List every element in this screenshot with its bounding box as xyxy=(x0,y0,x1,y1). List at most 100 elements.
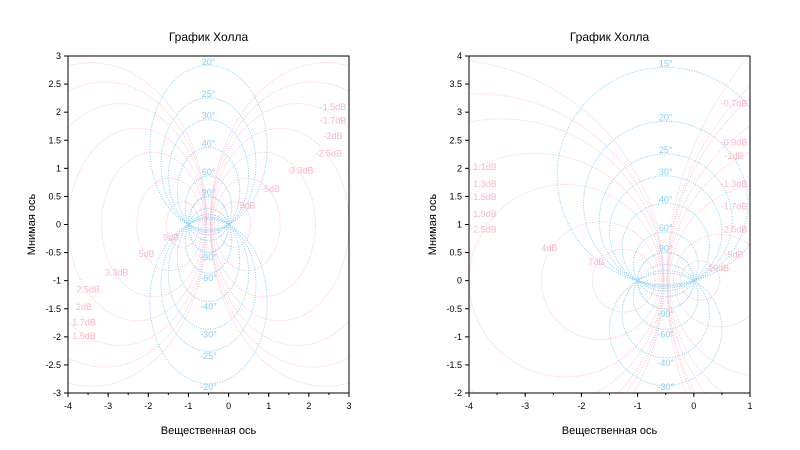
magnitude-label: -1.3dB xyxy=(721,179,748,189)
magnitude-label: 5dB xyxy=(139,249,155,259)
y-tick-label: 3.5 xyxy=(449,79,462,89)
magnitude-label: 2.5dB xyxy=(473,225,497,235)
y-tick-label: -2 xyxy=(53,332,61,342)
magnitude-label: 2.5dB xyxy=(76,285,100,295)
y-tick-label: 4 xyxy=(457,51,462,61)
phase-circle xyxy=(637,252,695,310)
x-tick-label: 1 xyxy=(266,401,271,411)
magnitude-label: -1.7dB xyxy=(721,201,748,211)
phase-circle xyxy=(609,175,723,289)
magnitude-circle xyxy=(67,103,207,346)
x-tick-label: -4 xyxy=(465,401,473,411)
x-axis-label: Вещественная ось xyxy=(562,425,658,437)
magnitude-label: -1.5dB xyxy=(320,102,347,112)
magnitude-circle xyxy=(591,248,656,313)
phase-circle xyxy=(187,195,230,254)
magnitude-circle xyxy=(469,93,665,393)
phase-label: 30° xyxy=(202,111,216,121)
y-tick-label: -0.5 xyxy=(45,248,61,258)
phase-circle xyxy=(632,264,699,330)
phase-label: 20° xyxy=(202,57,216,67)
magnitude-circle xyxy=(209,62,349,387)
phase-label: -30° xyxy=(200,329,217,339)
phase-label: -90° xyxy=(657,309,674,319)
magnitude-circle xyxy=(666,85,751,394)
y-tick-label: 0 xyxy=(56,220,61,230)
magnitude-label: -0.7dB xyxy=(721,99,748,109)
magnitude-label: 3.3dB xyxy=(105,268,129,278)
phase-circle xyxy=(184,175,233,242)
y-tick-label: 0 xyxy=(457,276,462,286)
plot-area: 1.1dB 1.3dB 1.5dB 1.9dB 2.5dB 4dB 7dB -0.7dB -0.… xyxy=(468,56,751,394)
magnitude-circle xyxy=(469,60,665,394)
phase-label: 25° xyxy=(659,145,673,155)
x-tick-label: -1 xyxy=(184,401,192,411)
magnitude-label: -3.3dB xyxy=(287,165,314,175)
phase-circle xyxy=(176,146,241,236)
magnitude-label: 1.9dB xyxy=(473,209,497,219)
magnitude-circle xyxy=(468,152,664,394)
phase-label: 25° xyxy=(202,89,216,99)
magnitude-circle xyxy=(679,260,721,301)
magnitude-label: 1.5dB xyxy=(473,192,497,202)
magnitude-circle xyxy=(669,185,750,376)
magnitude-label: -10dB xyxy=(705,263,729,273)
phase-circle xyxy=(184,207,233,274)
magnitude-circle xyxy=(666,56,749,393)
chart-title: График Холла xyxy=(169,30,249,44)
magnitude-circle xyxy=(136,177,204,272)
phase-label: -60° xyxy=(200,273,217,283)
magnitude-circle xyxy=(541,221,660,340)
y-tick-label: -1 xyxy=(53,276,61,286)
phase-label: 40° xyxy=(202,138,216,148)
magnitude-label: 1.5dB xyxy=(72,331,96,341)
magnitude-circle xyxy=(101,151,206,298)
phase-circle xyxy=(149,64,268,230)
magnitude-circle xyxy=(68,62,208,387)
magnitude-circle xyxy=(213,177,281,272)
phase-circle xyxy=(160,217,257,352)
magnitude-label: 9dB xyxy=(163,233,179,243)
magnitude-label: 4dB xyxy=(541,243,557,253)
y-tick-label: 0.5 xyxy=(48,191,61,201)
phase-circle xyxy=(556,66,751,285)
magnitude-label: 1.1dB xyxy=(473,162,497,172)
x-tick-label: 1 xyxy=(747,401,752,411)
x-tick-label: 2 xyxy=(306,401,311,411)
y-tick-label: -0.5 xyxy=(446,304,462,314)
y-tick-label: 1.5 xyxy=(48,135,61,145)
magnitude-circle xyxy=(667,125,750,393)
y-axis-label: Мнимая ось xyxy=(427,194,439,256)
phase-label: 90° xyxy=(202,187,216,197)
phase-label: -90° xyxy=(200,253,217,263)
magnitude-circle xyxy=(67,81,207,368)
hall-chart-2: 1.1dB 1.3dB 1.5dB 1.9dB 2.5dB 4dB 7dB -0.7dB -0.… xyxy=(427,30,753,437)
y-tick-label: 2 xyxy=(457,163,462,173)
magnitude-circle xyxy=(468,183,663,378)
y-tick-label: 1 xyxy=(457,220,462,230)
phase-circle xyxy=(176,213,241,303)
phase-circle xyxy=(621,269,710,359)
phase-label: 60° xyxy=(659,223,673,233)
phase-label: -40° xyxy=(657,358,674,368)
magnitude-label: -2.5dB xyxy=(721,225,748,235)
x-tick-label: -3 xyxy=(521,401,529,411)
magnitude-label: -0.9dB xyxy=(721,137,748,147)
x-tick-label: -1 xyxy=(634,401,642,411)
y-tick-label: -1.5 xyxy=(45,304,61,314)
phase-label: 30° xyxy=(659,167,673,177)
x-tick-label: 0 xyxy=(226,401,231,411)
y-tick-label: 2.5 xyxy=(48,79,61,89)
x-tick-label: -2 xyxy=(144,401,152,411)
phase-circle xyxy=(598,153,733,288)
magnitude-label: 1.7dB xyxy=(72,317,96,327)
y-tick-label: -1 xyxy=(454,332,462,342)
x-tick-label: -2 xyxy=(577,401,585,411)
x-tick-label: 3 xyxy=(346,401,351,411)
x-tick-label: 0 xyxy=(691,401,696,411)
x-tick-label: -3 xyxy=(104,401,112,411)
magnitude-circle xyxy=(217,201,252,248)
magnitude-label: -2.5dB xyxy=(316,148,343,158)
magnitude-circle xyxy=(469,118,664,393)
phase-circle xyxy=(187,195,230,254)
